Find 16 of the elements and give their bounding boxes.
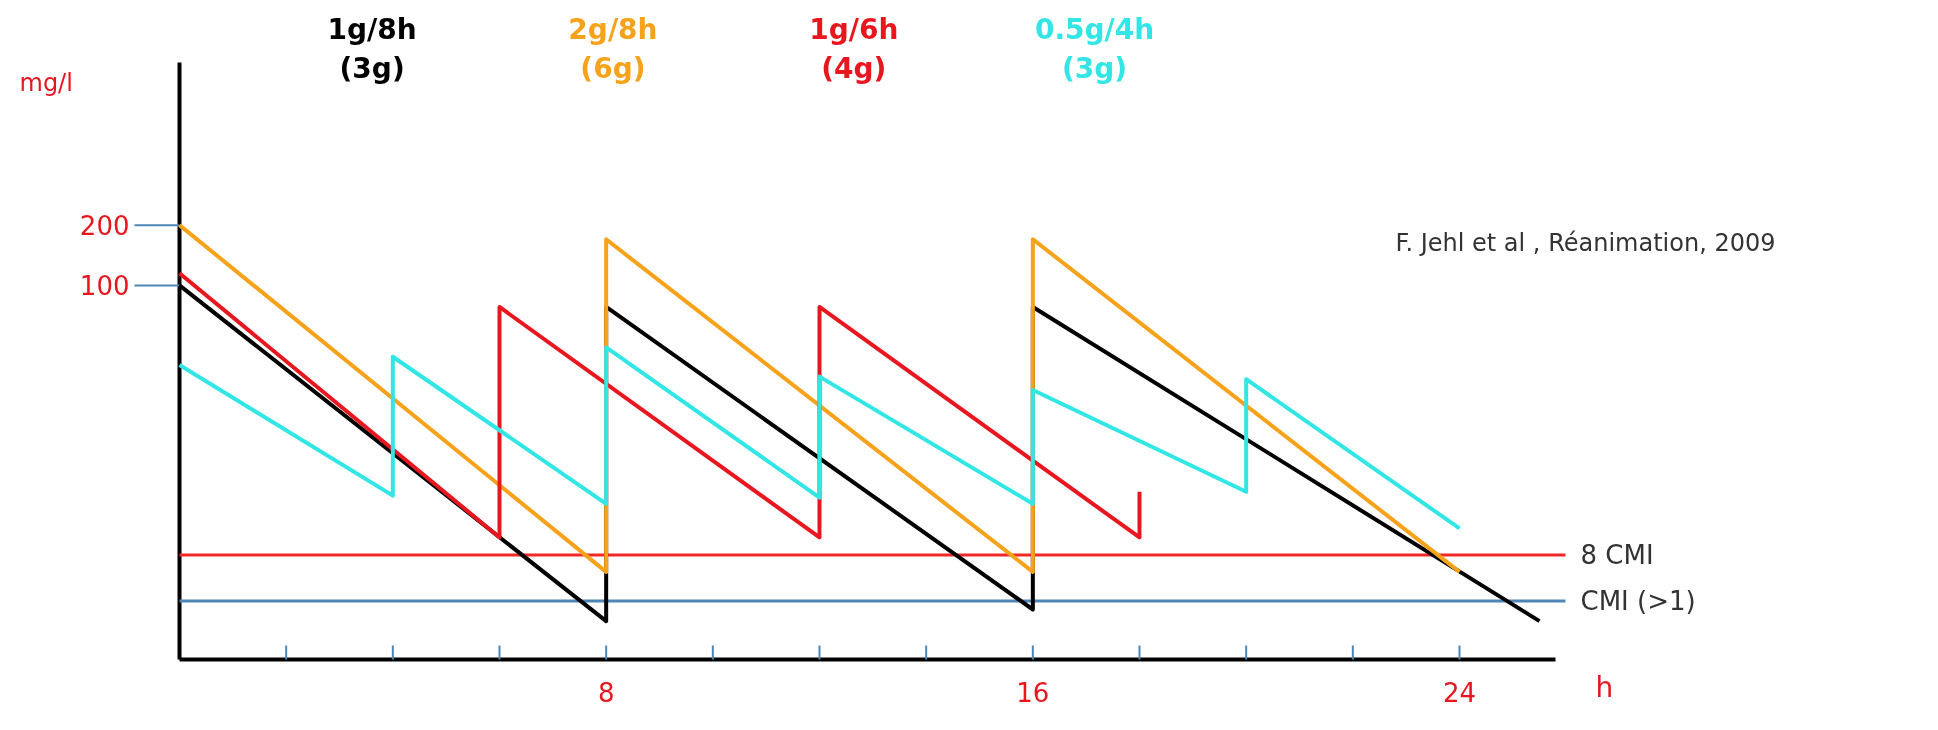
x-tick-label: 8 xyxy=(597,677,615,708)
ref-line-label: 8 CMI xyxy=(1580,539,1654,570)
text: 1g/8h (3g) xyxy=(327,12,417,86)
y-tick-label: 200 xyxy=(79,211,130,242)
annotation: F. Jehl et al , Réanimation, 2009 xyxy=(1395,228,1776,257)
text: 1g/6h (4g) xyxy=(809,12,899,86)
line-series xyxy=(177,345,1462,531)
text: 2g/8h (6g) xyxy=(568,12,658,86)
y-axis-title: mg/l xyxy=(19,68,73,97)
text: 0.5g/4h (3g) xyxy=(1034,12,1155,86)
ref-line-label: CMI (>1) xyxy=(1580,585,1696,616)
x-tick-label: 16 xyxy=(1016,677,1050,708)
y-tick-label: 100 xyxy=(79,271,130,302)
x-axis-title: h xyxy=(1595,671,1614,704)
x-tick-label: 24 xyxy=(1442,677,1477,708)
line-series xyxy=(177,271,1142,540)
